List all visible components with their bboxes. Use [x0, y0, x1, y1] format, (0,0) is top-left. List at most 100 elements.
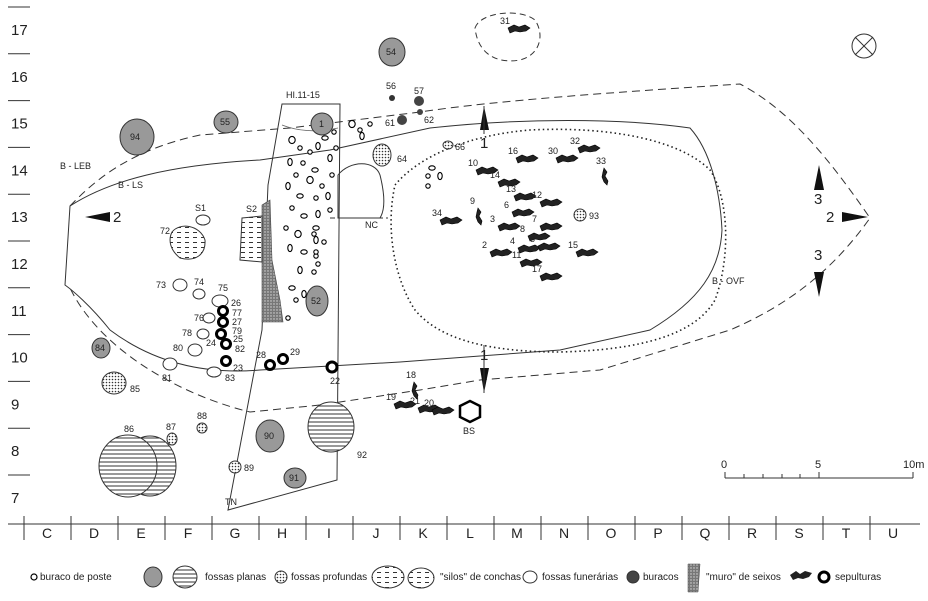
svg-text:72: 72: [160, 226, 170, 236]
posthole: [325, 191, 331, 201]
svg-text:89: 89: [244, 463, 254, 473]
label-section-1-bottom: 1: [480, 347, 488, 364]
column-label: I: [327, 525, 331, 541]
row-label: 7: [11, 490, 19, 507]
sep-27: 27: [232, 317, 242, 327]
posthole: [367, 121, 373, 127]
svg-text:62: 62: [424, 115, 434, 125]
column-label: C: [42, 525, 52, 541]
svg-text:75: 75: [218, 283, 228, 293]
nc-area: [337, 163, 385, 219]
fossa-funeraria-80: 80: [173, 343, 203, 357]
sep-24: 24: [206, 338, 216, 348]
svg-text:52: 52: [311, 296, 321, 306]
column-label: F: [184, 525, 193, 541]
svg-text:61: 61: [385, 118, 395, 128]
burial-label: 33: [596, 156, 606, 166]
trench-interior-line: [281, 124, 339, 132]
posthole: [313, 235, 319, 245]
posthole: [319, 183, 325, 189]
legend-silos: "silos" de conchas: [440, 572, 521, 583]
postholes: [283, 119, 443, 321]
legend-fossas-funerarias: fossas funerárias: [542, 572, 618, 583]
svg-text:64: 64: [397, 154, 407, 164]
burial-label: 31: [500, 16, 510, 26]
fossa-funeraria-73: 73: [156, 278, 188, 292]
trench-hi-11-15: [227, 103, 341, 511]
row-label: 9: [11, 396, 19, 413]
svg-text:85: 85: [130, 384, 140, 394]
posthole: [293, 172, 299, 178]
posthole: [311, 269, 317, 275]
burial-skeleton: [575, 248, 599, 258]
svg-text:78: 78: [182, 328, 192, 338]
buraco-57: 57: [414, 86, 424, 106]
burial-skeleton: [539, 222, 563, 232]
fossa-profunda-89: 89: [228, 460, 254, 474]
burial-skeleton: [439, 216, 463, 226]
posthole: [333, 145, 339, 151]
burial-label: 3: [490, 214, 495, 224]
row-axis: 17 16 15 14 13 12 11 10 9 8 7: [8, 6, 30, 507]
fossa-plana-55: 55: [213, 110, 239, 134]
sep-28: 28: [256, 350, 266, 360]
posthole: [293, 297, 299, 303]
label-nc: NC: [365, 220, 378, 230]
column-label: R: [747, 525, 757, 541]
posthole: [315, 261, 321, 267]
label-section-3-top: 3: [814, 191, 822, 208]
posthole: [357, 127, 363, 133]
fossa-profunda-88: 88: [196, 411, 208, 434]
fossa-funeraria-s1: [195, 214, 211, 226]
posthole: [321, 239, 327, 245]
column-label: S: [794, 525, 803, 541]
legend-buraco-de-poste: buraco de poste: [40, 572, 112, 583]
column-label: J: [373, 525, 380, 541]
burial-skeleton: [519, 258, 543, 268]
posthole: [285, 181, 291, 191]
buraco-66: 66: [442, 140, 465, 152]
fossa-plana-84: 84: [91, 337, 111, 359]
posthole: [425, 173, 431, 179]
outline-b-ovf: [390, 128, 727, 353]
burial-label: 21: [410, 396, 420, 406]
fossa-funeraria-75: 75: [211, 283, 229, 308]
sepulturas: 26 77 27 79 24 25 82 23 28 29 22: [206, 298, 340, 386]
row-label: 13: [11, 209, 28, 226]
burial-label: 17: [532, 264, 542, 274]
burial-skeleton: [431, 406, 455, 416]
burial-skeleton: [475, 166, 499, 176]
svg-text:80: 80: [173, 343, 183, 353]
burial-label: 13: [506, 184, 516, 194]
north-symbol: [851, 33, 877, 59]
burial-label: 15: [568, 240, 578, 250]
row-label: 12: [11, 256, 28, 273]
posthole: [307, 149, 313, 155]
posthole: [300, 160, 306, 166]
svg-text:BS: BS: [463, 426, 475, 436]
burial-label: 34: [432, 208, 442, 218]
posthole: [306, 175, 314, 185]
outline-b-ls: [64, 120, 723, 372]
column-label: K: [418, 525, 428, 541]
burial-label: 7: [532, 214, 537, 224]
burial-label: 32: [570, 136, 580, 146]
svg-text:54: 54: [386, 47, 396, 57]
column-label: E: [136, 525, 145, 541]
burial-label: 10: [468, 158, 478, 168]
svg-text:57: 57: [414, 86, 424, 96]
posthole: [294, 229, 302, 239]
posthole: [313, 195, 319, 201]
burial-skeleton: [507, 24, 531, 34]
scale-5: 5: [815, 459, 821, 471]
column-axis: C D E F G H I J K L M N O P Q R S T U: [8, 516, 920, 541]
posthole: [313, 249, 319, 255]
label-trench-end: TN: [225, 497, 237, 507]
legend-buracos: buracos: [643, 572, 679, 583]
burial-skeleton: [517, 244, 541, 254]
burial-skeleton: [497, 222, 521, 232]
column-label: H: [277, 525, 287, 541]
burial-skeleton: [411, 381, 419, 400]
svg-text:84: 84: [95, 343, 105, 353]
